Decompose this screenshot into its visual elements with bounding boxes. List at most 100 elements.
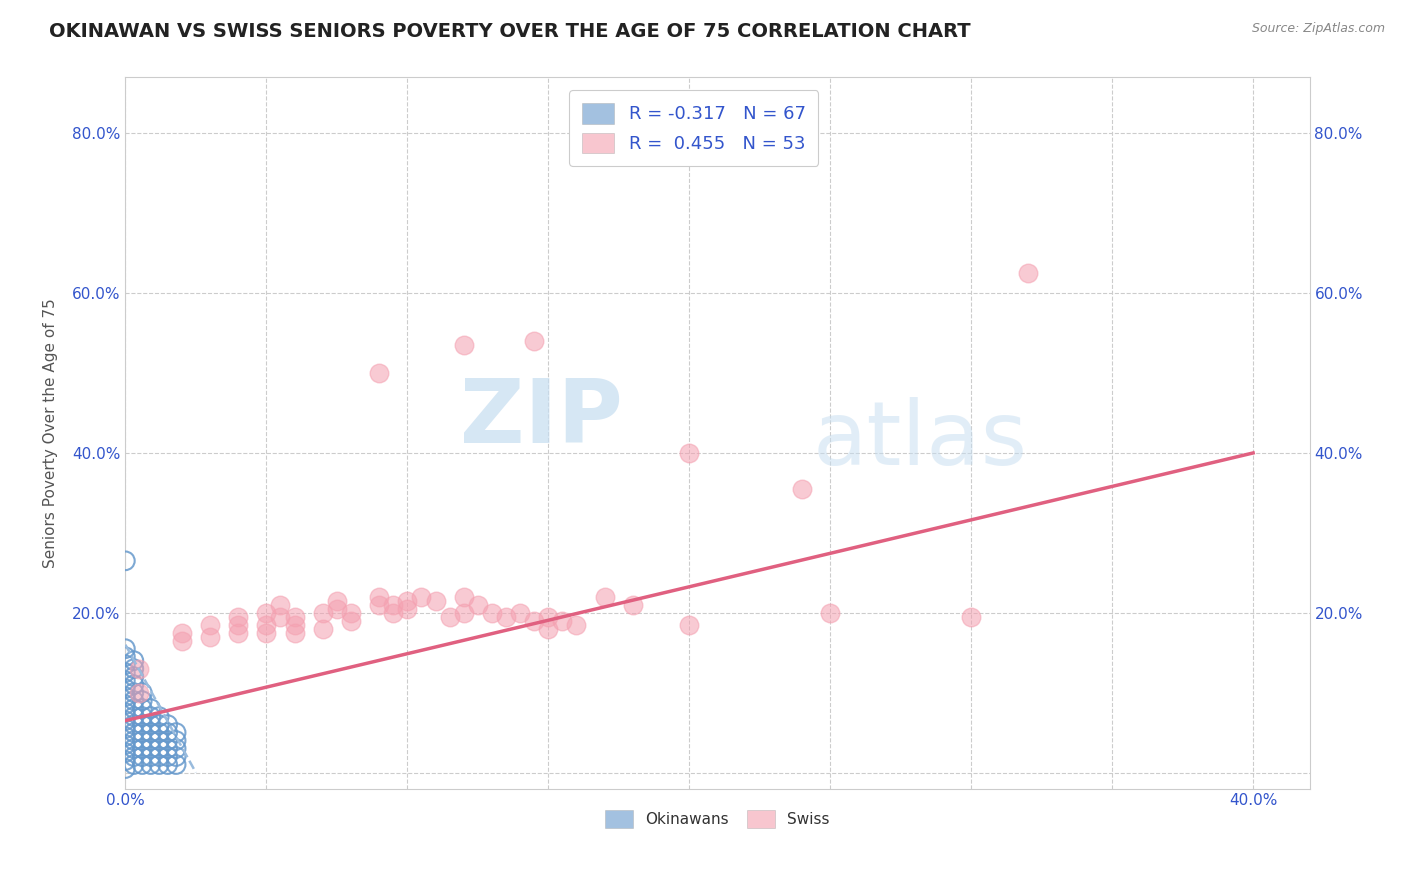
- Point: [139, 741, 162, 756]
- Point: [131, 749, 153, 764]
- Point: [170, 633, 193, 648]
- Point: [128, 662, 150, 676]
- Point: [254, 617, 277, 632]
- Point: [254, 606, 277, 620]
- Point: [425, 594, 447, 608]
- Point: [122, 741, 145, 756]
- Point: [226, 625, 249, 640]
- Point: [114, 762, 136, 776]
- Point: [551, 614, 574, 628]
- Text: OKINAWAN VS SWISS SENIORS POVERTY OVER THE AGE OF 75 CORRELATION CHART: OKINAWAN VS SWISS SENIORS POVERTY OVER T…: [49, 22, 970, 41]
- Point: [523, 334, 546, 348]
- Point: [139, 725, 162, 739]
- Point: [148, 749, 170, 764]
- Text: ZIP: ZIP: [460, 376, 623, 462]
- Point: [139, 757, 162, 772]
- Point: [122, 757, 145, 772]
- Point: [128, 686, 150, 700]
- Point: [114, 698, 136, 712]
- Point: [165, 757, 187, 772]
- Point: [453, 590, 475, 604]
- Point: [396, 601, 419, 615]
- Point: [156, 741, 179, 756]
- Point: [340, 606, 363, 620]
- Point: [495, 609, 517, 624]
- Point: [523, 614, 546, 628]
- Point: [439, 609, 461, 624]
- Point: [131, 757, 153, 772]
- Point: [122, 749, 145, 764]
- Point: [368, 590, 391, 604]
- Point: [165, 725, 187, 739]
- Point: [382, 598, 405, 612]
- Point: [326, 601, 349, 615]
- Point: [340, 614, 363, 628]
- Point: [131, 741, 153, 756]
- Point: [283, 609, 305, 624]
- Point: [114, 665, 136, 680]
- Point: [114, 681, 136, 696]
- Text: atlas: atlas: [813, 397, 1028, 483]
- Point: [139, 749, 162, 764]
- Point: [960, 609, 983, 624]
- Point: [122, 686, 145, 700]
- Point: [114, 690, 136, 704]
- Point: [131, 686, 153, 700]
- Point: [139, 733, 162, 747]
- Point: [382, 606, 405, 620]
- Point: [148, 725, 170, 739]
- Point: [148, 733, 170, 747]
- Point: [467, 598, 489, 612]
- Point: [226, 609, 249, 624]
- Point: [156, 725, 179, 739]
- Point: [509, 606, 531, 620]
- Point: [254, 625, 277, 640]
- Point: [678, 617, 700, 632]
- Point: [156, 757, 179, 772]
- Legend: Okinawans, Swiss: Okinawans, Swiss: [599, 805, 835, 834]
- Point: [678, 446, 700, 460]
- Point: [156, 717, 179, 731]
- Point: [131, 693, 153, 707]
- Point: [312, 622, 335, 636]
- Point: [148, 717, 170, 731]
- Point: [122, 662, 145, 676]
- Point: [114, 657, 136, 672]
- Point: [114, 673, 136, 688]
- Point: [114, 641, 136, 656]
- Point: [1017, 266, 1039, 280]
- Point: [565, 617, 588, 632]
- Point: [165, 741, 187, 756]
- Point: [114, 649, 136, 664]
- Point: [122, 725, 145, 739]
- Point: [368, 366, 391, 380]
- Point: [170, 625, 193, 640]
- Point: [131, 717, 153, 731]
- Point: [269, 598, 291, 612]
- Point: [148, 709, 170, 723]
- Point: [396, 594, 419, 608]
- Point: [621, 598, 644, 612]
- Point: [790, 482, 813, 496]
- Point: [122, 717, 145, 731]
- Point: [114, 714, 136, 728]
- Point: [122, 678, 145, 692]
- Point: [453, 338, 475, 352]
- Point: [139, 701, 162, 715]
- Point: [131, 701, 153, 715]
- Point: [148, 757, 170, 772]
- Point: [312, 606, 335, 620]
- Point: [283, 617, 305, 632]
- Point: [139, 717, 162, 731]
- Point: [122, 693, 145, 707]
- Text: Source: ZipAtlas.com: Source: ZipAtlas.com: [1251, 22, 1385, 36]
- Point: [114, 554, 136, 568]
- Point: [139, 709, 162, 723]
- Point: [326, 594, 349, 608]
- Point: [368, 598, 391, 612]
- Point: [122, 654, 145, 668]
- Point: [131, 725, 153, 739]
- Point: [131, 709, 153, 723]
- Point: [537, 622, 560, 636]
- Point: [198, 630, 221, 644]
